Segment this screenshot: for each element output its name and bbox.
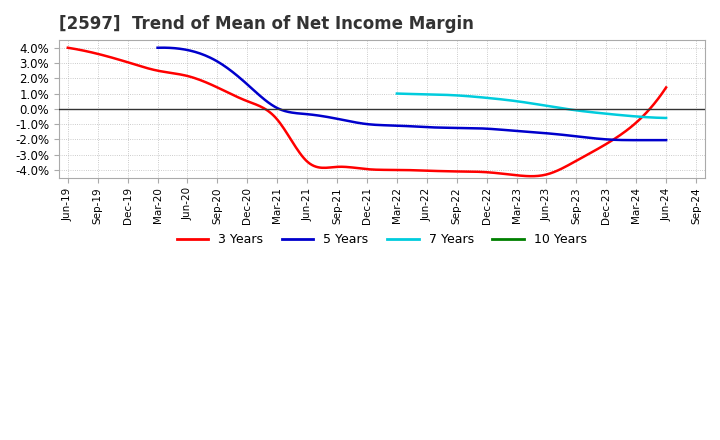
Line: 3 Years: 3 Years: [68, 48, 666, 176]
5 Years: [583, 135, 592, 140]
3 Years: [570, 159, 578, 165]
7 Years: [557, 106, 566, 111]
Legend: 3 Years, 5 Years, 7 Years, 10 Years: 3 Years, 5 Years, 7 Years, 10 Years: [172, 228, 592, 251]
7 Years: [636, 114, 645, 119]
7 Years: [619, 113, 628, 118]
7 Years: [392, 91, 401, 96]
7 Years: [552, 105, 561, 110]
5 Years: [155, 45, 163, 50]
7 Years: [662, 115, 670, 121]
3 Years: [528, 173, 536, 179]
3 Years: [608, 138, 616, 143]
5 Years: [662, 137, 670, 143]
3 Years: [418, 168, 426, 173]
3 Years: [63, 45, 72, 51]
5 Years: [158, 45, 167, 50]
3 Years: [662, 85, 670, 90]
7 Years: [553, 105, 562, 110]
3 Years: [66, 45, 74, 51]
Line: 7 Years: 7 Years: [397, 94, 666, 118]
3 Years: [420, 168, 428, 173]
Text: [2597]  Trend of Mean of Net Income Margin: [2597] Trend of Mean of Net Income Margi…: [59, 15, 474, 33]
5 Years: [616, 137, 624, 143]
5 Years: [456, 125, 464, 131]
Line: 5 Years: 5 Years: [158, 48, 666, 140]
7 Years: [393, 91, 402, 96]
5 Years: [458, 125, 467, 131]
5 Years: [153, 45, 162, 51]
3 Years: [430, 168, 438, 173]
5 Years: [466, 125, 474, 131]
5 Years: [629, 137, 638, 143]
